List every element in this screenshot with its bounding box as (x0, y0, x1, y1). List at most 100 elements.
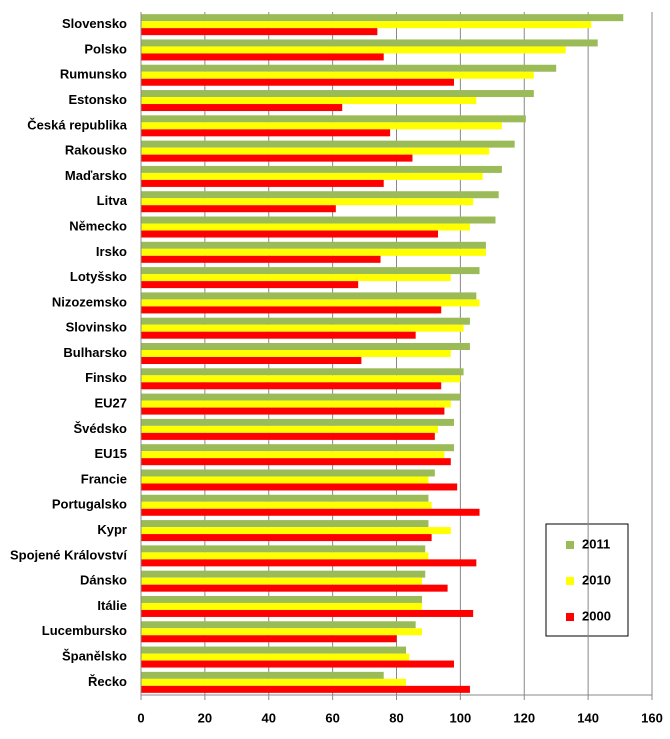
bar (141, 172, 483, 180)
bar (141, 78, 454, 86)
bar (141, 292, 477, 300)
bar (141, 97, 477, 105)
bar (141, 357, 362, 364)
bar (141, 584, 448, 592)
bar (141, 147, 490, 155)
bar (141, 241, 486, 249)
bar (141, 444, 454, 452)
bar (141, 306, 442, 314)
y-tick-label: Kypr (97, 522, 127, 537)
y-tick-label: EU15 (94, 446, 127, 461)
y-tick-label: Finsko (85, 370, 127, 385)
bar (141, 14, 624, 22)
bar (141, 21, 592, 29)
y-tick-label: Polsko (84, 41, 127, 56)
x-tick-label: 160 (641, 710, 663, 725)
bar (141, 595, 423, 603)
y-tick-label: Francie (81, 471, 127, 486)
y-tick-label: Dánsko (80, 573, 127, 588)
bar (141, 602, 423, 610)
bar (141, 299, 480, 307)
bar (141, 165, 502, 173)
bar (141, 104, 343, 112)
bar (141, 458, 451, 466)
y-tick-label: Litva (97, 193, 128, 208)
y-tick-label: Švédsko (74, 421, 128, 436)
bar (141, 53, 384, 61)
x-tick-label: 20 (198, 710, 212, 725)
bar (141, 501, 432, 509)
y-tick-label: Spojené Království (10, 547, 127, 562)
bar (141, 281, 359, 289)
bar (141, 267, 480, 275)
bar (141, 660, 454, 668)
x-tick-label: 140 (577, 710, 599, 725)
bar (141, 425, 439, 433)
y-tick-label: Nizozemsko (52, 294, 127, 309)
bar (141, 317, 470, 325)
bar (141, 274, 451, 282)
bar (141, 671, 384, 679)
bar (141, 534, 432, 542)
bar (141, 140, 515, 148)
bar (141, 628, 423, 636)
y-tick-label: Bulharsko (63, 345, 127, 360)
bar (141, 451, 445, 459)
x-tick-label: 0 (137, 710, 144, 725)
legend-swatch (566, 613, 574, 621)
bar (141, 223, 470, 231)
bar (141, 179, 384, 187)
bar (141, 577, 423, 585)
bar (141, 646, 407, 654)
bar (141, 46, 566, 54)
bar (141, 129, 391, 137)
bar (141, 483, 458, 491)
x-tick-label: 80 (389, 710, 403, 725)
y-tick-label: Německo (69, 218, 127, 233)
x-tick-label: 40 (262, 710, 276, 725)
y-tick-label: Lotyšsko (70, 269, 127, 284)
bar (141, 331, 416, 339)
bar (141, 393, 461, 401)
bar (141, 432, 435, 440)
y-tick-label: Slovensko (62, 16, 127, 31)
bar (141, 476, 429, 484)
bar (141, 343, 470, 350)
bar (141, 64, 557, 72)
y-tick-label: Rumunsko (60, 67, 127, 82)
bar (141, 527, 451, 535)
legend-label: 2011 (582, 536, 610, 551)
y-tick-label: Řecko (88, 674, 127, 689)
bar (141, 685, 470, 693)
y-tick-label: Irsko (96, 244, 127, 259)
bar (141, 198, 474, 206)
y-tick-label: Rakousko (65, 143, 127, 158)
legend-swatch (566, 577, 574, 585)
x-tick-label: 100 (450, 710, 472, 725)
bar (141, 71, 534, 79)
bar (141, 248, 486, 256)
bar (141, 205, 336, 213)
bar (141, 494, 429, 502)
y-tick-label: Itálie (97, 598, 127, 613)
bar (141, 418, 454, 426)
legend-box (545, 523, 629, 637)
y-tick-label: Estonsko (68, 92, 127, 107)
y-tick-label: Slovinsko (66, 320, 127, 335)
bar (141, 39, 598, 47)
bar (141, 115, 526, 123)
x-tick-label: 60 (325, 710, 339, 725)
y-tick-label: Lucembursko (42, 623, 127, 638)
bar (141, 90, 534, 98)
bar (141, 678, 407, 686)
bar (141, 28, 378, 36)
bar (141, 230, 439, 238)
bar (141, 469, 435, 477)
bar (141, 375, 461, 383)
bar (141, 350, 451, 357)
y-tick-label: Portugalsko (52, 497, 127, 512)
bar (141, 545, 426, 553)
bar (141, 635, 397, 643)
bar (141, 552, 429, 560)
